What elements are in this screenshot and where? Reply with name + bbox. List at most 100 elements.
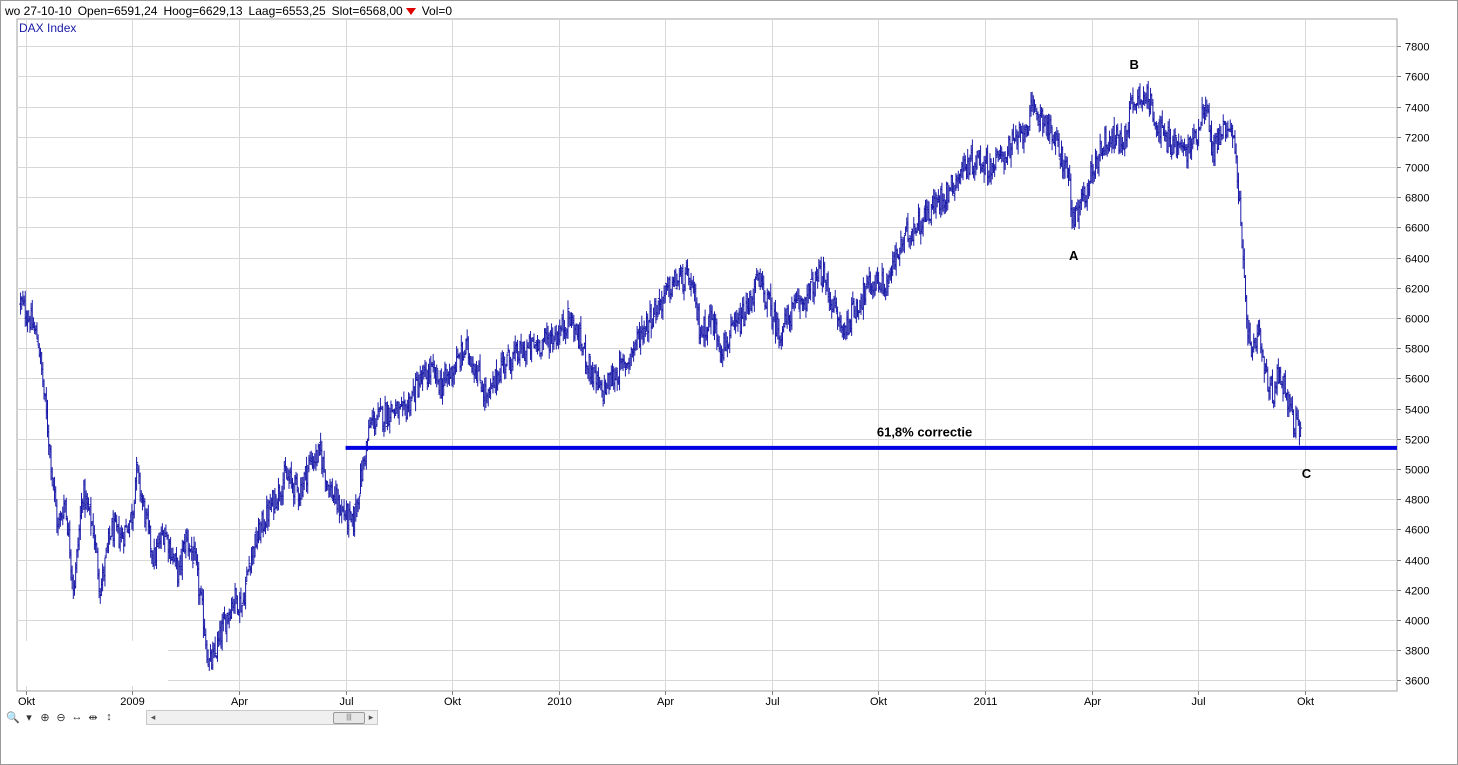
price-bar [1074, 205, 1078, 227]
y-tick-label: 7000 [1405, 163, 1429, 175]
price-bar [559, 325, 563, 337]
price-bars [19, 80, 1303, 671]
price-bar [135, 456, 139, 491]
y-tick-label: 3800 [1405, 646, 1429, 658]
y-tick-label: 4400 [1405, 556, 1429, 568]
scroll-left-icon[interactable]: ◂ [150, 712, 156, 722]
price-bar [505, 353, 509, 367]
y-tick-label: 5400 [1405, 405, 1429, 417]
scroll-thumb[interactable]: ||| [333, 712, 365, 724]
y-tick-label: 7200 [1405, 133, 1429, 145]
price-bar [497, 371, 501, 385]
x-tick-label: Apr [231, 696, 248, 707]
y-tick-label: 7800 [1405, 42, 1429, 54]
x-tick-label: Apr [657, 696, 674, 707]
price-bar [994, 147, 998, 171]
y-tick-label: 5200 [1405, 435, 1429, 447]
price-bar [677, 268, 681, 291]
price-bar [1173, 128, 1177, 148]
x-tick-label: Apr [1084, 696, 1101, 707]
x-tick-label: Okt [444, 696, 461, 707]
price-bar [213, 636, 217, 658]
y-tick-label: 6400 [1405, 254, 1429, 266]
price-bar [899, 230, 903, 255]
price-bar [809, 280, 813, 301]
price-bar [1011, 123, 1015, 141]
price-bar [902, 234, 906, 254]
x-tick-label: Jul [765, 696, 779, 707]
annotation-label: 61,8% correctie [877, 425, 972, 440]
price-bar [314, 444, 318, 471]
price-chart[interactable]: 3600 3800 4000 4200 4400 4600 4800 5000 5200 5400… [1, 1, 1457, 707]
y-tick-label: 4200 [1405, 586, 1429, 598]
price-bar [506, 344, 510, 354]
y-tick-label: 7400 [1405, 103, 1429, 115]
price-bar [97, 568, 101, 599]
price-bar [295, 473, 299, 493]
dropdown-arrow-icon[interactable]: ▾ [26, 711, 32, 724]
price-bar [622, 354, 626, 369]
price-bar [1258, 319, 1262, 336]
horizontal-scrollbar[interactable]: ◂ ||| ▸ [146, 710, 378, 725]
price-bar [348, 501, 352, 521]
y-tick-label: 6800 [1405, 193, 1429, 205]
price-bar [947, 184, 951, 203]
price-bar [478, 354, 482, 382]
quote-low: Laag=6553,25 [248, 4, 326, 18]
price-bar [251, 546, 255, 566]
price-bar [398, 404, 402, 410]
price-bar [244, 576, 248, 610]
y-tick-label: 6600 [1405, 223, 1429, 235]
annotation-label: A [1069, 248, 1079, 263]
price-bar [623, 362, 627, 377]
series-label: DAX Index [19, 21, 77, 35]
price-bar [273, 488, 277, 514]
y-tick-label: 4600 [1405, 525, 1429, 537]
price-bar [124, 518, 128, 528]
zoom-out-icon[interactable]: ⊖ [56, 711, 66, 724]
quote-date: wo 27-10-10 [5, 4, 72, 18]
price-bar [378, 397, 382, 412]
price-bar [409, 396, 413, 416]
price-bar [247, 555, 251, 572]
blank-patch [18, 641, 168, 686]
y-tick-label: 5800 [1405, 344, 1429, 356]
grid-lines [17, 19, 1401, 695]
price-bar [520, 341, 524, 359]
x-tick-label: Jul [1191, 696, 1205, 707]
y-tick-label: 6000 [1405, 314, 1429, 326]
x-tick-label: 2009 [120, 696, 144, 707]
x-tick-label: Okt [1297, 696, 1314, 707]
y-tick-label: 4800 [1405, 495, 1429, 507]
price-bar [1160, 110, 1164, 128]
annotation-label: B [1129, 57, 1138, 72]
price-bar [357, 495, 361, 510]
quote-high: Hoog=6629,13 [163, 4, 243, 18]
price-bar [1299, 421, 1303, 437]
price-bar [640, 315, 644, 340]
zoom-icon[interactable]: 🔍 [6, 711, 20, 724]
quote-close: Slot=6568,00 [331, 4, 403, 18]
y-tick-label: 6200 [1405, 284, 1429, 296]
price-bar [652, 307, 656, 328]
y-tick-label: 4000 [1405, 616, 1429, 628]
price-bar [587, 353, 591, 382]
price-bar [1016, 131, 1020, 155]
zoom-in-icon[interactable]: ⊕ [40, 711, 50, 724]
y-tick-label: 5600 [1405, 374, 1429, 386]
quote-volume: Vol=0 [421, 4, 453, 18]
fit-horizontal-icon[interactable]: ⇹ [88, 711, 98, 724]
fit-vertical-icon[interactable]: ↕ [106, 711, 112, 723]
pan-horizontal-icon[interactable]: ↔ [71, 711, 83, 723]
price-bar [149, 525, 153, 558]
price-bar [240, 604, 244, 618]
x-tick-label: 2011 [974, 696, 998, 707]
quote-open: Open=6591,24 [77, 4, 158, 18]
y-tick-label: 5000 [1405, 465, 1429, 477]
price-bar [89, 496, 93, 536]
scroll-right-icon[interactable]: ▸ [368, 712, 374, 722]
quote-header: wo 27-10-10 Open=6591,24 Hoog=6629,13 La… [5, 3, 458, 19]
x-tick-label: 2010 [547, 696, 571, 707]
annotation-label: C [1302, 466, 1312, 481]
